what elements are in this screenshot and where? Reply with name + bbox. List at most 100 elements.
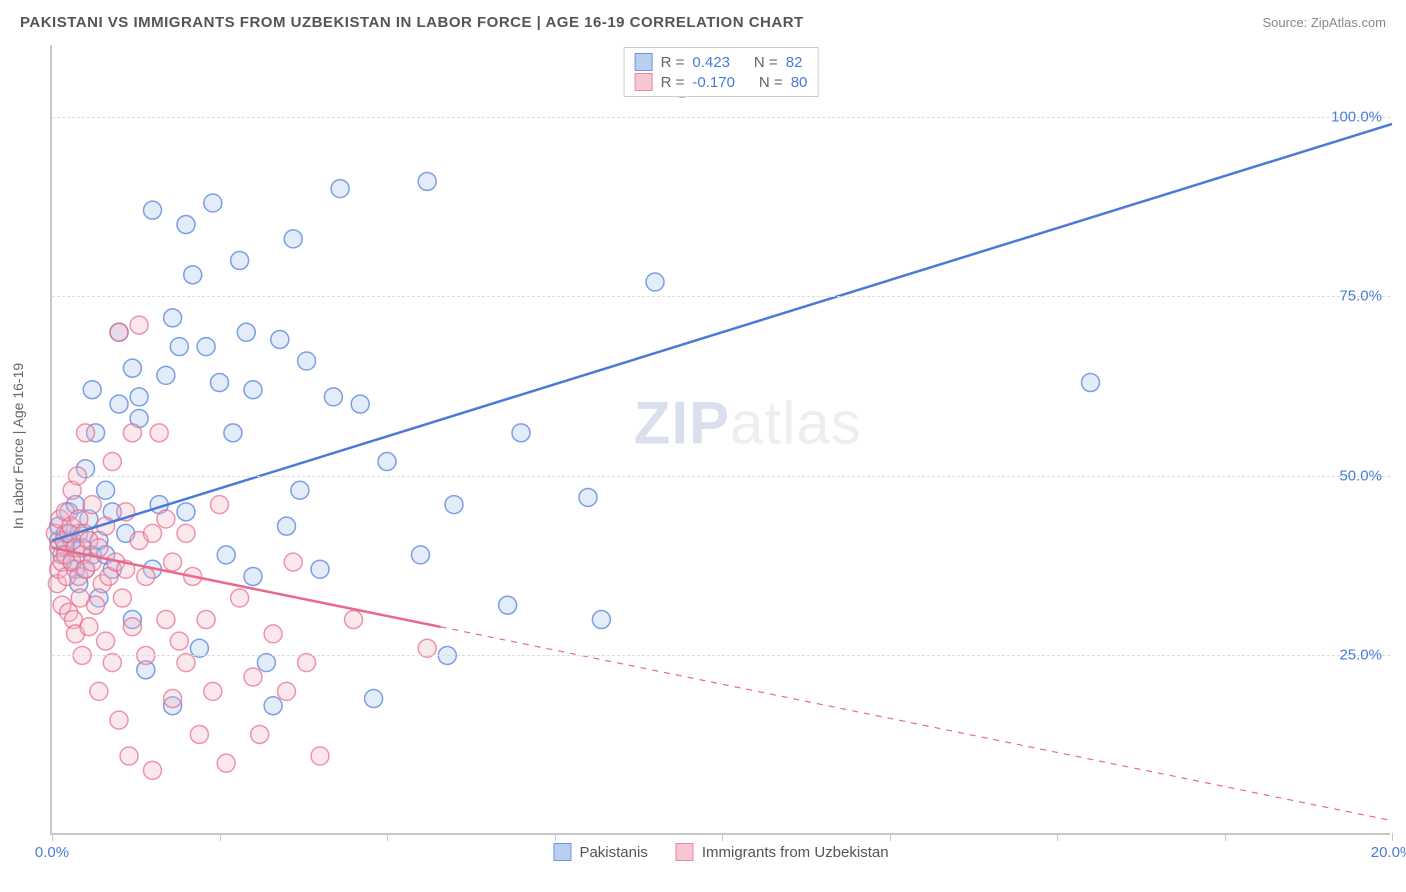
- data-point: [80, 618, 98, 636]
- data-point: [164, 690, 182, 708]
- data-point: [365, 690, 383, 708]
- data-point: [144, 201, 162, 219]
- scatter-plot-svg: [52, 45, 1390, 833]
- data-point: [291, 481, 309, 499]
- legend-swatch: [553, 843, 571, 861]
- data-point: [77, 424, 95, 442]
- data-point: [445, 496, 463, 514]
- data-point: [197, 338, 215, 356]
- data-point: [110, 323, 128, 341]
- data-point: [231, 589, 249, 607]
- data-point: [90, 682, 108, 700]
- data-point: [190, 725, 208, 743]
- data-point: [244, 381, 262, 399]
- data-point: [284, 230, 302, 248]
- x-tick: [52, 833, 53, 841]
- n-label: N =: [754, 54, 778, 71]
- y-tick-label: 50.0%: [1339, 467, 1382, 484]
- data-point: [311, 747, 329, 765]
- data-point: [324, 388, 342, 406]
- legend-label: Immigrants from Uzbekistan: [702, 844, 889, 861]
- x-tick: [722, 833, 723, 841]
- legend-swatch: [676, 843, 694, 861]
- data-point: [184, 266, 202, 284]
- y-tick-label: 100.0%: [1331, 108, 1382, 125]
- data-point: [412, 546, 430, 564]
- data-point: [97, 632, 115, 650]
- r-value: -0.170: [692, 74, 735, 91]
- data-point: [177, 524, 195, 542]
- data-point: [144, 761, 162, 779]
- data-point: [378, 453, 396, 471]
- data-point: [110, 711, 128, 729]
- r-label: R =: [661, 74, 685, 91]
- chart-title: PAKISTANI VS IMMIGRANTS FROM UZBEKISTAN …: [20, 14, 804, 31]
- data-point: [298, 352, 316, 370]
- gridline: [52, 655, 1390, 656]
- data-point: [130, 388, 148, 406]
- data-point: [244, 567, 262, 585]
- x-tick: [1392, 833, 1393, 841]
- gridline: [52, 117, 1390, 118]
- r-label: R =: [661, 54, 685, 71]
- chart-container: PAKISTANI VS IMMIGRANTS FROM UZBEKISTAN …: [0, 0, 1406, 892]
- x-tick: [1225, 833, 1226, 841]
- data-point: [150, 424, 168, 442]
- n-label: N =: [759, 74, 783, 91]
- data-point: [157, 611, 175, 629]
- n-value: 82: [786, 54, 803, 71]
- data-point: [110, 395, 128, 413]
- gridline: [52, 296, 1390, 297]
- data-point: [123, 359, 141, 377]
- y-tick-label: 25.0%: [1339, 647, 1382, 664]
- source-label: Source: ZipAtlas.com: [1262, 15, 1386, 30]
- data-point: [264, 625, 282, 643]
- data-point: [271, 330, 289, 348]
- legend-stat-row: R = -0.170 N = 80: [635, 72, 808, 92]
- data-point: [345, 611, 363, 629]
- data-point: [83, 381, 101, 399]
- legend-label: Pakistanis: [579, 844, 647, 861]
- legend-series: Pakistanis Immigrants from Uzbekistan: [553, 843, 888, 861]
- x-tick: [1057, 833, 1058, 841]
- data-point: [197, 611, 215, 629]
- data-point: [244, 668, 262, 686]
- data-point: [211, 374, 229, 392]
- legend-stats: R =0.423N =82R =-0.170N =80: [624, 47, 819, 97]
- data-point: [251, 725, 269, 743]
- data-point: [130, 316, 148, 334]
- x-tick: [890, 833, 891, 841]
- data-point: [264, 697, 282, 715]
- data-point: [87, 596, 105, 614]
- data-point: [164, 553, 182, 571]
- r-value: 0.423: [692, 54, 730, 71]
- data-point: [499, 596, 517, 614]
- data-point: [284, 553, 302, 571]
- data-point: [204, 682, 222, 700]
- x-tick: [220, 833, 221, 841]
- x-tick: [555, 833, 556, 841]
- data-point: [177, 503, 195, 521]
- data-point: [217, 754, 235, 772]
- data-point: [646, 273, 664, 291]
- data-point: [83, 496, 101, 514]
- data-point: [177, 216, 195, 234]
- data-point: [123, 424, 141, 442]
- data-point: [231, 251, 249, 269]
- plot-area: ZIPatlas R =0.423N =82R =-0.170N =80 Pak…: [50, 45, 1390, 835]
- data-point: [164, 309, 182, 327]
- n-value: 80: [791, 74, 808, 91]
- data-point: [592, 611, 610, 629]
- x-tick-label: 0.0%: [35, 844, 69, 861]
- data-point: [90, 539, 108, 557]
- data-point: [237, 323, 255, 341]
- x-tick-label: 20.0%: [1371, 844, 1406, 861]
- legend-item: Immigrants from Uzbekistan: [676, 843, 889, 861]
- data-point: [224, 424, 242, 442]
- data-point: [113, 589, 131, 607]
- data-point: [157, 510, 175, 528]
- data-point: [217, 546, 235, 564]
- data-point: [512, 424, 530, 442]
- data-point: [278, 517, 296, 535]
- gridline: [52, 476, 1390, 477]
